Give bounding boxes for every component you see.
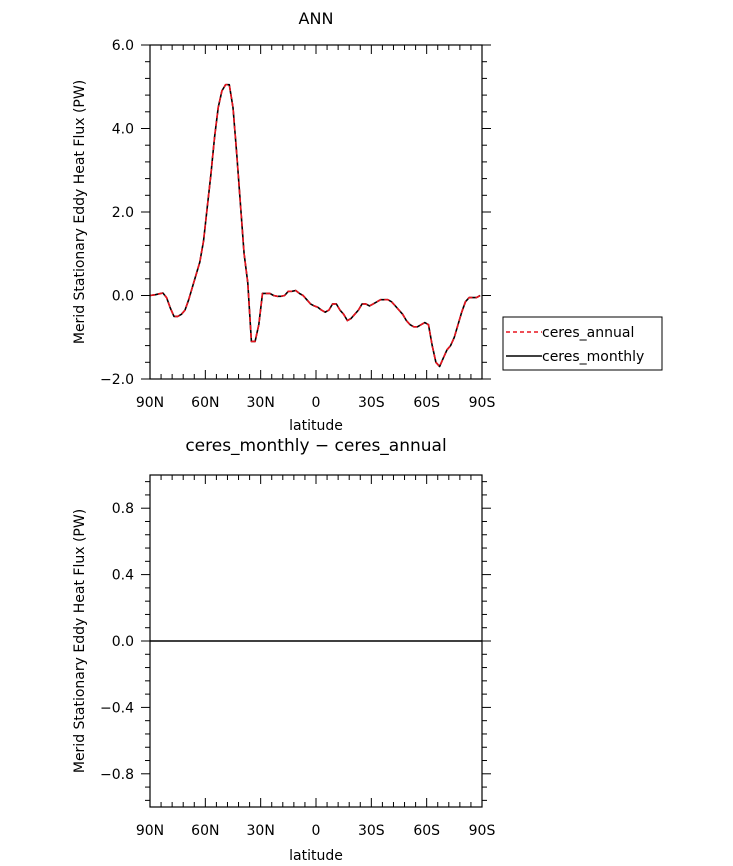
top-panel: ANN Merid Stationary Eddy Heat Flux (PW)… xyxy=(72,9,663,434)
legend-box xyxy=(502,316,663,371)
bottom-x-tick-label: 0 xyxy=(312,823,321,839)
top-x-tick-label: 30S xyxy=(358,395,385,411)
top-tick-labels: 90N 60N 30N 0 30S 60S 90S −2.0 0.0 2.0 4.0 6.0 xyxy=(100,38,495,411)
top-x-axis-label: latitude xyxy=(289,418,343,434)
top-x-tick-label: 90S xyxy=(469,395,496,411)
bottom-x-tick-label: 30N xyxy=(247,823,275,839)
top-y-axis-label: Merid Stationary Eddy Heat Flux (PW) xyxy=(72,80,88,344)
top-ceres-annual-line xyxy=(149,83,481,368)
top-y-tick-label: 6.0 xyxy=(112,38,134,54)
top-x-tick-label: 30N xyxy=(247,395,275,411)
bottom-y-tick-label: 0.8 xyxy=(112,501,134,517)
bottom-x-tick-label: 60N xyxy=(191,823,219,839)
bottom-chart-title: ceres_monthly − ceres_annual xyxy=(185,436,446,456)
top-chart-title: ANN xyxy=(299,9,334,28)
top-y-tick-label: 0.0 xyxy=(112,289,134,305)
bottom-panel: ceres_monthly − ceres_annual Merid Stati… xyxy=(72,436,495,864)
legend: ceres_annual ceres_monthly xyxy=(502,316,663,371)
bottom-y-tick-label: 0.4 xyxy=(112,568,134,584)
top-y-tick-label: 2.0 xyxy=(112,205,134,221)
top-x-tick-label: 0 xyxy=(312,395,321,411)
top-x-tick-label: 60N xyxy=(191,395,219,411)
top-y-tick-label: −2.0 xyxy=(100,372,134,388)
top-plot-frame xyxy=(149,44,483,380)
bottom-plot-frame xyxy=(149,474,483,808)
top-x-tick-label: 60S xyxy=(413,395,440,411)
bottom-x-tick-label: 90S xyxy=(469,823,496,839)
bottom-y-tick-label: −0.8 xyxy=(100,767,134,783)
bottom-x-tick-label: 30S xyxy=(358,823,385,839)
legend-label-ceres-annual: ceres_annual xyxy=(542,325,634,341)
bottom-y-tick-label: −0.4 xyxy=(100,700,134,716)
top-y-tick-label: 4.0 xyxy=(112,122,134,138)
bottom-y-tick-label: 0.0 xyxy=(112,634,134,650)
top-series xyxy=(149,83,481,368)
top-ticks xyxy=(141,44,491,380)
bottom-x-tick-label: 90N xyxy=(136,823,164,839)
top-ceres-monthly-line xyxy=(149,83,481,368)
top-x-tick-label: 90N xyxy=(136,395,164,411)
bottom-x-axis-label: latitude xyxy=(289,848,343,864)
bottom-y-axis-label: Merid Stationary Eddy Heat Flux (PW) xyxy=(72,509,88,773)
bottom-x-tick-label: 60S xyxy=(413,823,440,839)
legend-label-ceres-monthly: ceres_monthly xyxy=(542,349,644,365)
bottom-tick-labels: 90N 60N 30N 0 30S 60S 90S −0.8 −0.4 0.0 0.4 0.8 xyxy=(100,501,495,839)
